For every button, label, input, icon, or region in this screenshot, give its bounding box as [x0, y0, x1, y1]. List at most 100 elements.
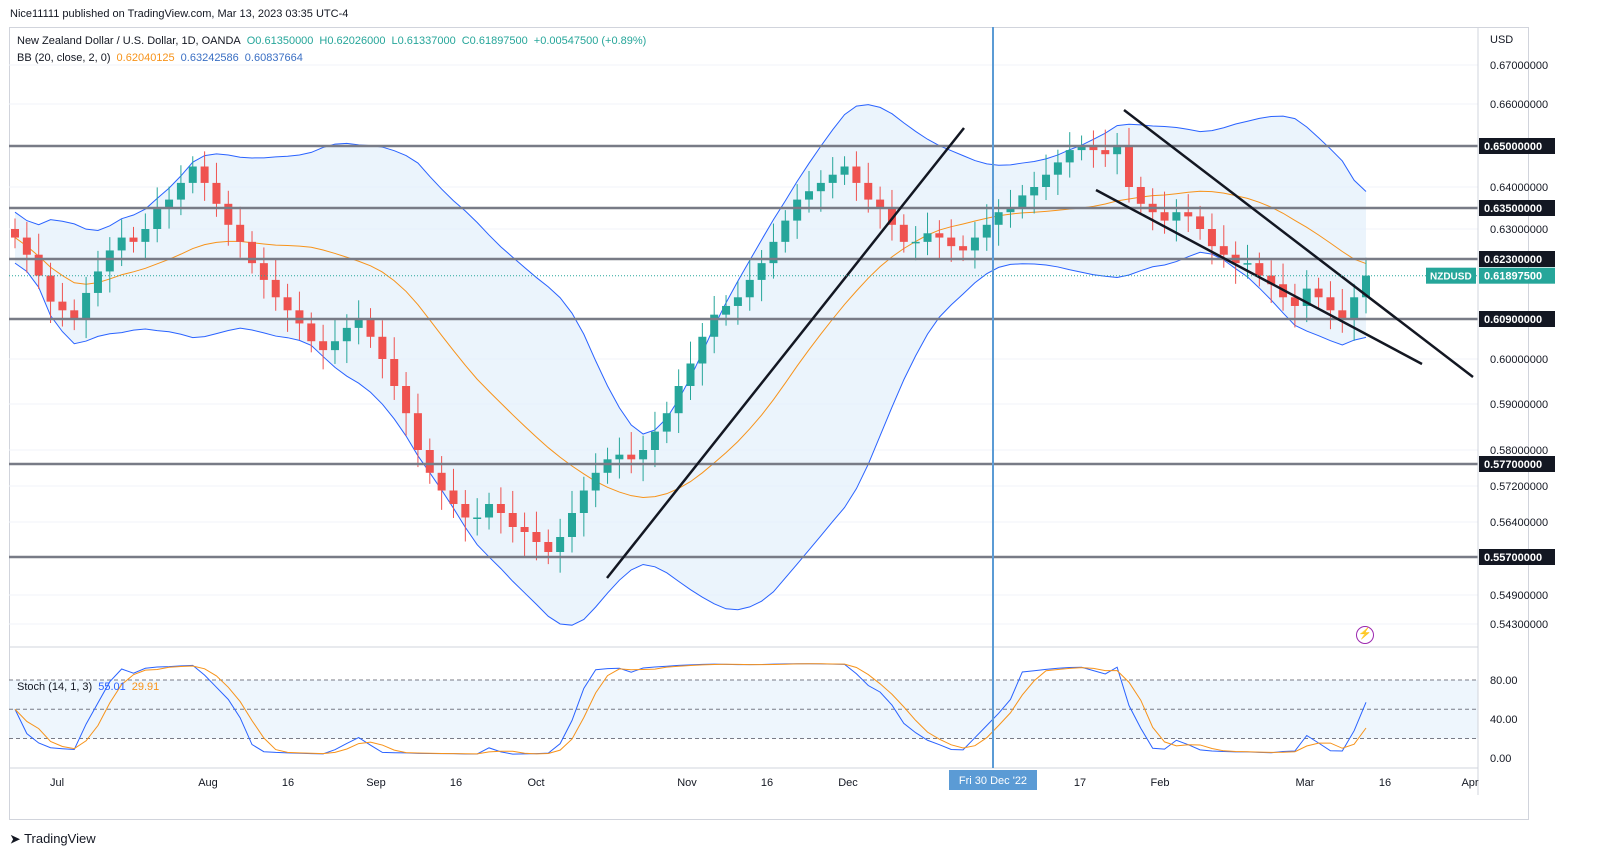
candle — [390, 359, 399, 386]
crosshair: Fri 30 Dec '22 — [949, 27, 1037, 790]
candle — [402, 386, 411, 414]
candle — [1077, 146, 1086, 151]
candle — [1053, 162, 1062, 175]
candle — [959, 246, 968, 251]
candle — [378, 336, 387, 359]
candle — [1243, 263, 1252, 265]
candle — [307, 323, 316, 342]
bb-lower-value: 0.60837664 — [244, 52, 303, 64]
candle — [556, 537, 565, 552]
stoch-tick-label: 0.00 — [1490, 753, 1511, 765]
time-axis[interactable]: Jul Aug 16 Sep 16 Oct Nov 16 Dec 17 Feb Mar 16 Apr — [9, 767, 1479, 789]
time-tick-label: Feb — [1151, 777, 1170, 789]
candle — [1065, 150, 1074, 163]
chart-frame — [9, 27, 1529, 820]
stochastic-pane — [9, 646, 1478, 755]
stoch-k-line — [14, 663, 1367, 755]
candle — [1362, 275, 1370, 298]
candle — [1172, 212, 1181, 221]
bb-label: BB (20, close, 2, 0) — [17, 52, 111, 64]
candle — [496, 504, 505, 513]
time-tick-label: Jul — [50, 777, 64, 789]
price-axis[interactable]: 0.65000000 0.63500000 0.62300000 0.60900000… — [9, 27, 1555, 795]
time-tick-label: Mar — [1296, 777, 1315, 789]
ohlc-open: O0.61350000 — [246, 35, 314, 47]
candle — [425, 450, 434, 473]
candle — [639, 450, 648, 460]
candle — [354, 319, 363, 328]
candle — [1101, 150, 1110, 155]
candle — [1302, 288, 1311, 306]
tradingview-logo[interactable]: ➤ TradingView — [10, 831, 96, 846]
level-tag-label: 0.63500000 — [1484, 203, 1542, 215]
candle — [887, 208, 896, 225]
candle — [473, 517, 482, 519]
candle — [864, 182, 873, 200]
candle — [248, 241, 257, 264]
ohlc-change: +0.00547500 (+0.89%) — [533, 35, 647, 47]
candle — [153, 208, 162, 229]
symbol-legend: New Zealand Dollar / U.S. Dollar, 1D, OA… — [17, 35, 652, 47]
candle — [105, 250, 114, 272]
price-tick-label: 0.67000000 — [1490, 60, 1548, 72]
candle — [117, 237, 126, 251]
candle — [852, 166, 861, 183]
horizontal-levels[interactable] — [9, 144, 1478, 559]
publisher-caption: Nice11111 published on TradingView.com, … — [10, 8, 349, 20]
candle — [82, 292, 91, 319]
level-tag-label: 0.65000000 — [1484, 141, 1542, 153]
candle — [567, 513, 576, 537]
level-tag-label: 0.55700000 — [1484, 552, 1542, 564]
candle — [295, 310, 304, 324]
price-tick-label: 0.60000000 — [1490, 354, 1548, 366]
symbol-name: New Zealand Dollar / U.S. Dollar, 1D, OA… — [17, 35, 241, 47]
price-tick-label: 0.54300000 — [1490, 619, 1548, 631]
candle — [437, 472, 446, 491]
trendline — [606, 127, 965, 579]
candle — [520, 527, 529, 532]
level-tag — [1479, 549, 1555, 565]
price-tick-label: 0.59000000 — [1490, 399, 1548, 411]
candle — [698, 336, 707, 364]
time-tick-label: Nov — [677, 777, 697, 789]
candle — [485, 504, 494, 518]
candle — [710, 314, 719, 337]
candle — [1089, 146, 1098, 151]
candle — [947, 237, 956, 247]
time-tick-label: 16 — [1379, 777, 1391, 789]
candle — [1160, 212, 1169, 221]
price-tick-label: 0.63000000 — [1490, 224, 1548, 236]
time-tick-label: 16 — [450, 777, 462, 789]
time-tick-label: Oct — [527, 777, 544, 789]
price-tick-label: 0.54900000 — [1490, 590, 1548, 602]
candle — [876, 199, 885, 208]
candle — [200, 166, 209, 183]
symbol-tag-label: NZDUSD — [1430, 272, 1472, 283]
bb-fill — [15, 104, 1366, 626]
candle — [11, 229, 19, 238]
candle — [34, 254, 43, 276]
time-tick-label: Sep — [366, 777, 386, 789]
candle — [188, 166, 197, 183]
crosshair-date-label: Fri 30 Dec '22 — [959, 775, 1027, 787]
candle — [579, 490, 588, 513]
ohlc-close: C0.61897500 — [461, 35, 528, 47]
bb-lower-line — [14, 251, 1367, 626]
price-tick-label: 0.66000000 — [1490, 99, 1548, 111]
price-tick-label: 0.64000000 — [1490, 182, 1548, 194]
brand-name: TradingView — [24, 831, 96, 846]
level-tag — [1479, 311, 1555, 327]
candle — [745, 279, 754, 298]
candle — [591, 472, 600, 491]
stoch-label: Stoch (14, 1, 3) — [17, 681, 93, 693]
candle — [840, 166, 849, 175]
candle — [1255, 263, 1264, 276]
candle — [1006, 208, 1015, 213]
lightning-icon[interactable]: ⚡ — [1356, 626, 1374, 644]
trendlines[interactable] — [606, 109, 1474, 579]
candle — [757, 263, 766, 280]
level-tag-label: 0.57700000 — [1484, 459, 1542, 471]
candle — [236, 224, 245, 242]
candle — [627, 454, 636, 460]
